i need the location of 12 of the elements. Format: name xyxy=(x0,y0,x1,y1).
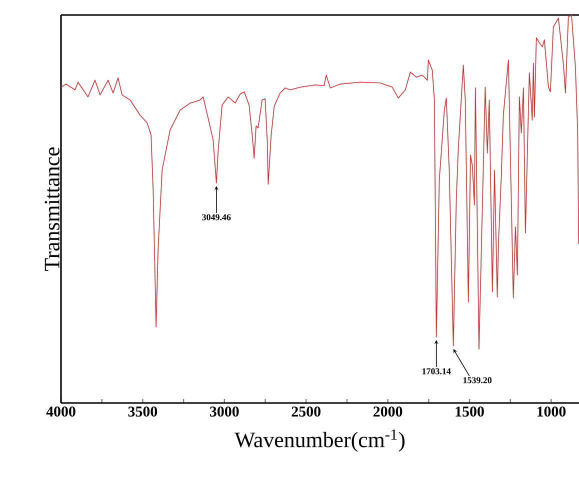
x-tick-label: 2500 xyxy=(292,406,320,417)
x-tick-label: 3000 xyxy=(210,406,239,417)
annotation: 1703.14 xyxy=(422,368,451,374)
x-tick-label: 4000 xyxy=(46,406,76,417)
x-tick-label: 3500 xyxy=(128,406,158,417)
x-tick-label: 1500 xyxy=(456,406,484,417)
annotation: 1539.20 xyxy=(463,377,492,384)
annotation: 3049.46 xyxy=(202,214,231,220)
x-tick-label: 2000 xyxy=(373,406,402,417)
x-tick-label: 1000 xyxy=(537,406,566,417)
x-axis-title: Wavenumber(cm$^{-1}$) xyxy=(234,429,405,452)
y-axis-title: Transmittance xyxy=(44,147,60,271)
